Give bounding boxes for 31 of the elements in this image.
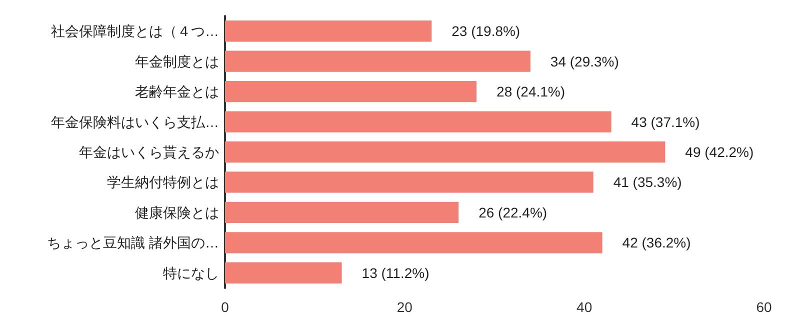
data-label: 28 (24.1%) [496, 84, 566, 100]
y-tick-label: 老齢年金とは [135, 84, 219, 100]
y-tick-label: 健康保険とは [135, 204, 219, 220]
data-label: 43 (37.1%) [631, 114, 700, 130]
x-tick-label: 0 [221, 299, 230, 315]
data-label: 13 (11.2%) [362, 264, 430, 281]
bar [225, 262, 342, 284]
bar [225, 50, 530, 72]
bar [225, 111, 612, 132]
y-tick-label: ちょっと豆知識 諸外国の… [47, 234, 219, 251]
data-label: 41 (35.3%) [613, 174, 682, 190]
y-tick-label: 年金はいくら貰えるか [79, 144, 219, 160]
y-tick-label: 学生納付特例とは [107, 174, 219, 190]
data-label: 49 (42.2%) [685, 144, 754, 160]
bar [225, 80, 477, 102]
y-tick-label: 特になし [163, 264, 219, 281]
data-label: 34 (29.3%) [550, 53, 619, 70]
y-tick-label: 年金制度とは [135, 53, 219, 70]
bar [225, 172, 594, 193]
data-label: 26 (22.4%) [478, 204, 548, 220]
data-label: 23 (19.8%) [452, 23, 520, 40]
bar [225, 232, 602, 254]
y-tick-label: 年金保険料はいくら支払… [51, 114, 219, 130]
bar [225, 20, 432, 42]
bar [225, 202, 459, 224]
bar [225, 141, 666, 163]
x-tick-label: 40 [576, 299, 592, 315]
data-label: 42 (36.2%) [622, 234, 691, 251]
x-tick-label: 60 [756, 299, 772, 315]
y-tick-label: 社会保障制度とは（４つ… [51, 23, 219, 40]
x-tick-label: 20 [396, 299, 413, 315]
